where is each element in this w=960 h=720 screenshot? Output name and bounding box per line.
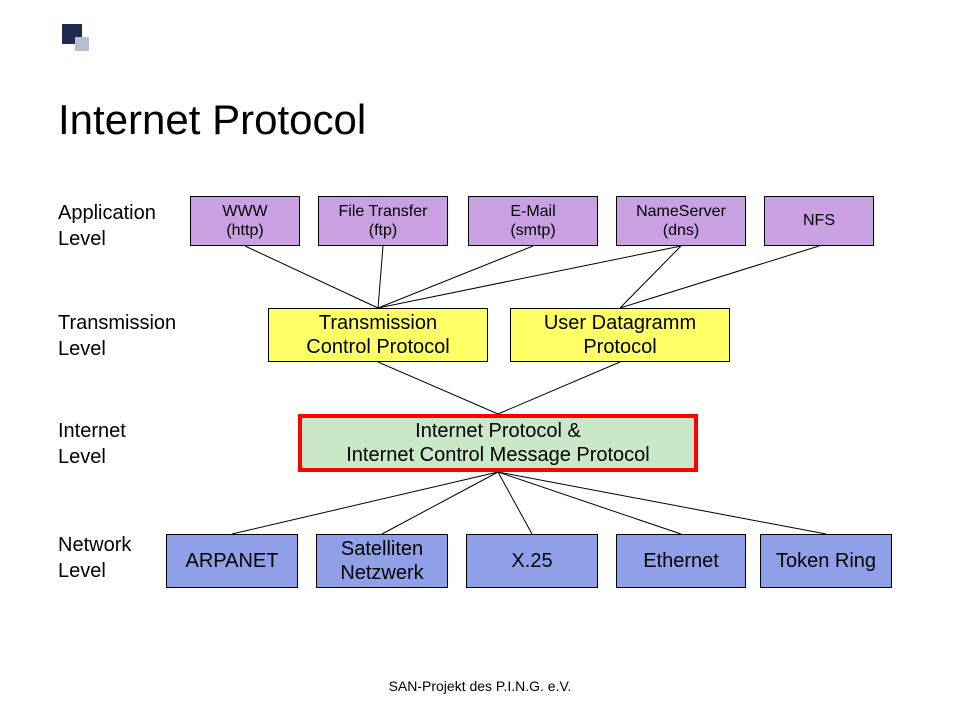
footer-text: SAN-Projekt des P.I.N.G. e.V. <box>0 678 960 694</box>
edge-ip-x25 <box>498 472 532 534</box>
box-x25: X.25 <box>466 534 598 588</box>
layer-label-line2: Level <box>58 444 126 470</box>
box-line2: Control Protocol <box>306 335 449 359</box>
box-line2: (smtp) <box>510 221 555 240</box>
box-line1: ARPANET <box>186 549 279 573</box>
edge-ip-token <box>498 472 826 534</box>
box-line1: X.25 <box>511 549 552 573</box>
layer-label-internet: InternetLevel <box>58 418 126 470</box>
box-ftp: File Transfer(ftp) <box>318 196 448 246</box>
box-line2: Protocol <box>583 335 656 359</box>
box-line2: (ftp) <box>369 221 397 240</box>
box-tcp: TransmissionControl Protocol <box>268 308 488 362</box>
edge-ftp-tcp <box>378 246 383 308</box>
box-line1: Internet Protocol & <box>415 419 581 443</box>
page-title: Internet Protocol <box>58 96 366 144</box>
edge-ip-arpanet <box>232 472 498 534</box>
layer-label-line1: Internet <box>58 418 126 444</box>
edge-dns-tcp <box>378 246 681 308</box>
edge-ip-eth <box>498 472 681 534</box>
edge-dns-udp <box>620 246 681 308</box>
box-nfs: NFS <box>764 196 874 246</box>
layer-label-application: ApplicationLevel <box>58 200 156 252</box>
box-sat: SatellitenNetzwerk <box>316 534 448 588</box>
layer-label-line2: Level <box>58 558 131 584</box>
box-udp: User DatagrammProtocol <box>510 308 730 362</box>
box-email: E-Mail(smtp) <box>468 196 598 246</box>
box-token: Token Ring <box>760 534 892 588</box>
box-line1: NameServer <box>636 202 726 221</box>
layer-label-line2: Level <box>58 336 176 362</box>
edge-ip-sat <box>382 472 498 534</box>
box-line1: NFS <box>803 211 835 230</box>
layer-label-line1: Application <box>58 200 156 226</box>
box-line1: File Transfer <box>339 202 428 221</box>
box-line1: Satelliten <box>341 537 423 561</box>
box-ip: Internet Protocol &Internet Control Mess… <box>298 414 698 472</box>
box-line1: Token Ring <box>776 549 876 573</box>
box-line1: WWW <box>222 202 267 221</box>
layer-label-line1: Network <box>58 532 131 558</box>
box-eth: Ethernet <box>616 534 746 588</box>
edge-www-tcp <box>245 246 378 308</box>
edge-email-tcp <box>378 246 533 308</box>
edge-udp-ip <box>498 362 620 414</box>
layer-label-line1: Transmission <box>58 310 176 336</box>
edge-tcp-ip <box>378 362 498 414</box>
box-line2: (dns) <box>663 221 699 240</box>
box-dns: NameServer(dns) <box>616 196 746 246</box>
box-line2: Internet Control Message Protocol <box>346 443 650 467</box>
corner-square-light <box>75 37 89 51</box>
layer-label-network: NetworkLevel <box>58 532 131 584</box>
box-line1: E-Mail <box>510 202 555 221</box>
layer-label-transmission: TransmissionLevel <box>58 310 176 362</box>
box-line1: Ethernet <box>643 549 719 573</box>
box-line2: (http) <box>226 221 263 240</box>
layer-label-line2: Level <box>58 226 156 252</box>
corner-decoration <box>62 24 82 44</box>
edge-nfs-udp <box>620 246 819 308</box>
box-www: WWW(http) <box>190 196 300 246</box>
box-arpanet: ARPANET <box>166 534 298 588</box>
box-line1: Transmission <box>319 311 437 335</box>
box-line2: Netzwerk <box>340 561 423 585</box>
box-line1: User Datagramm <box>544 311 696 335</box>
